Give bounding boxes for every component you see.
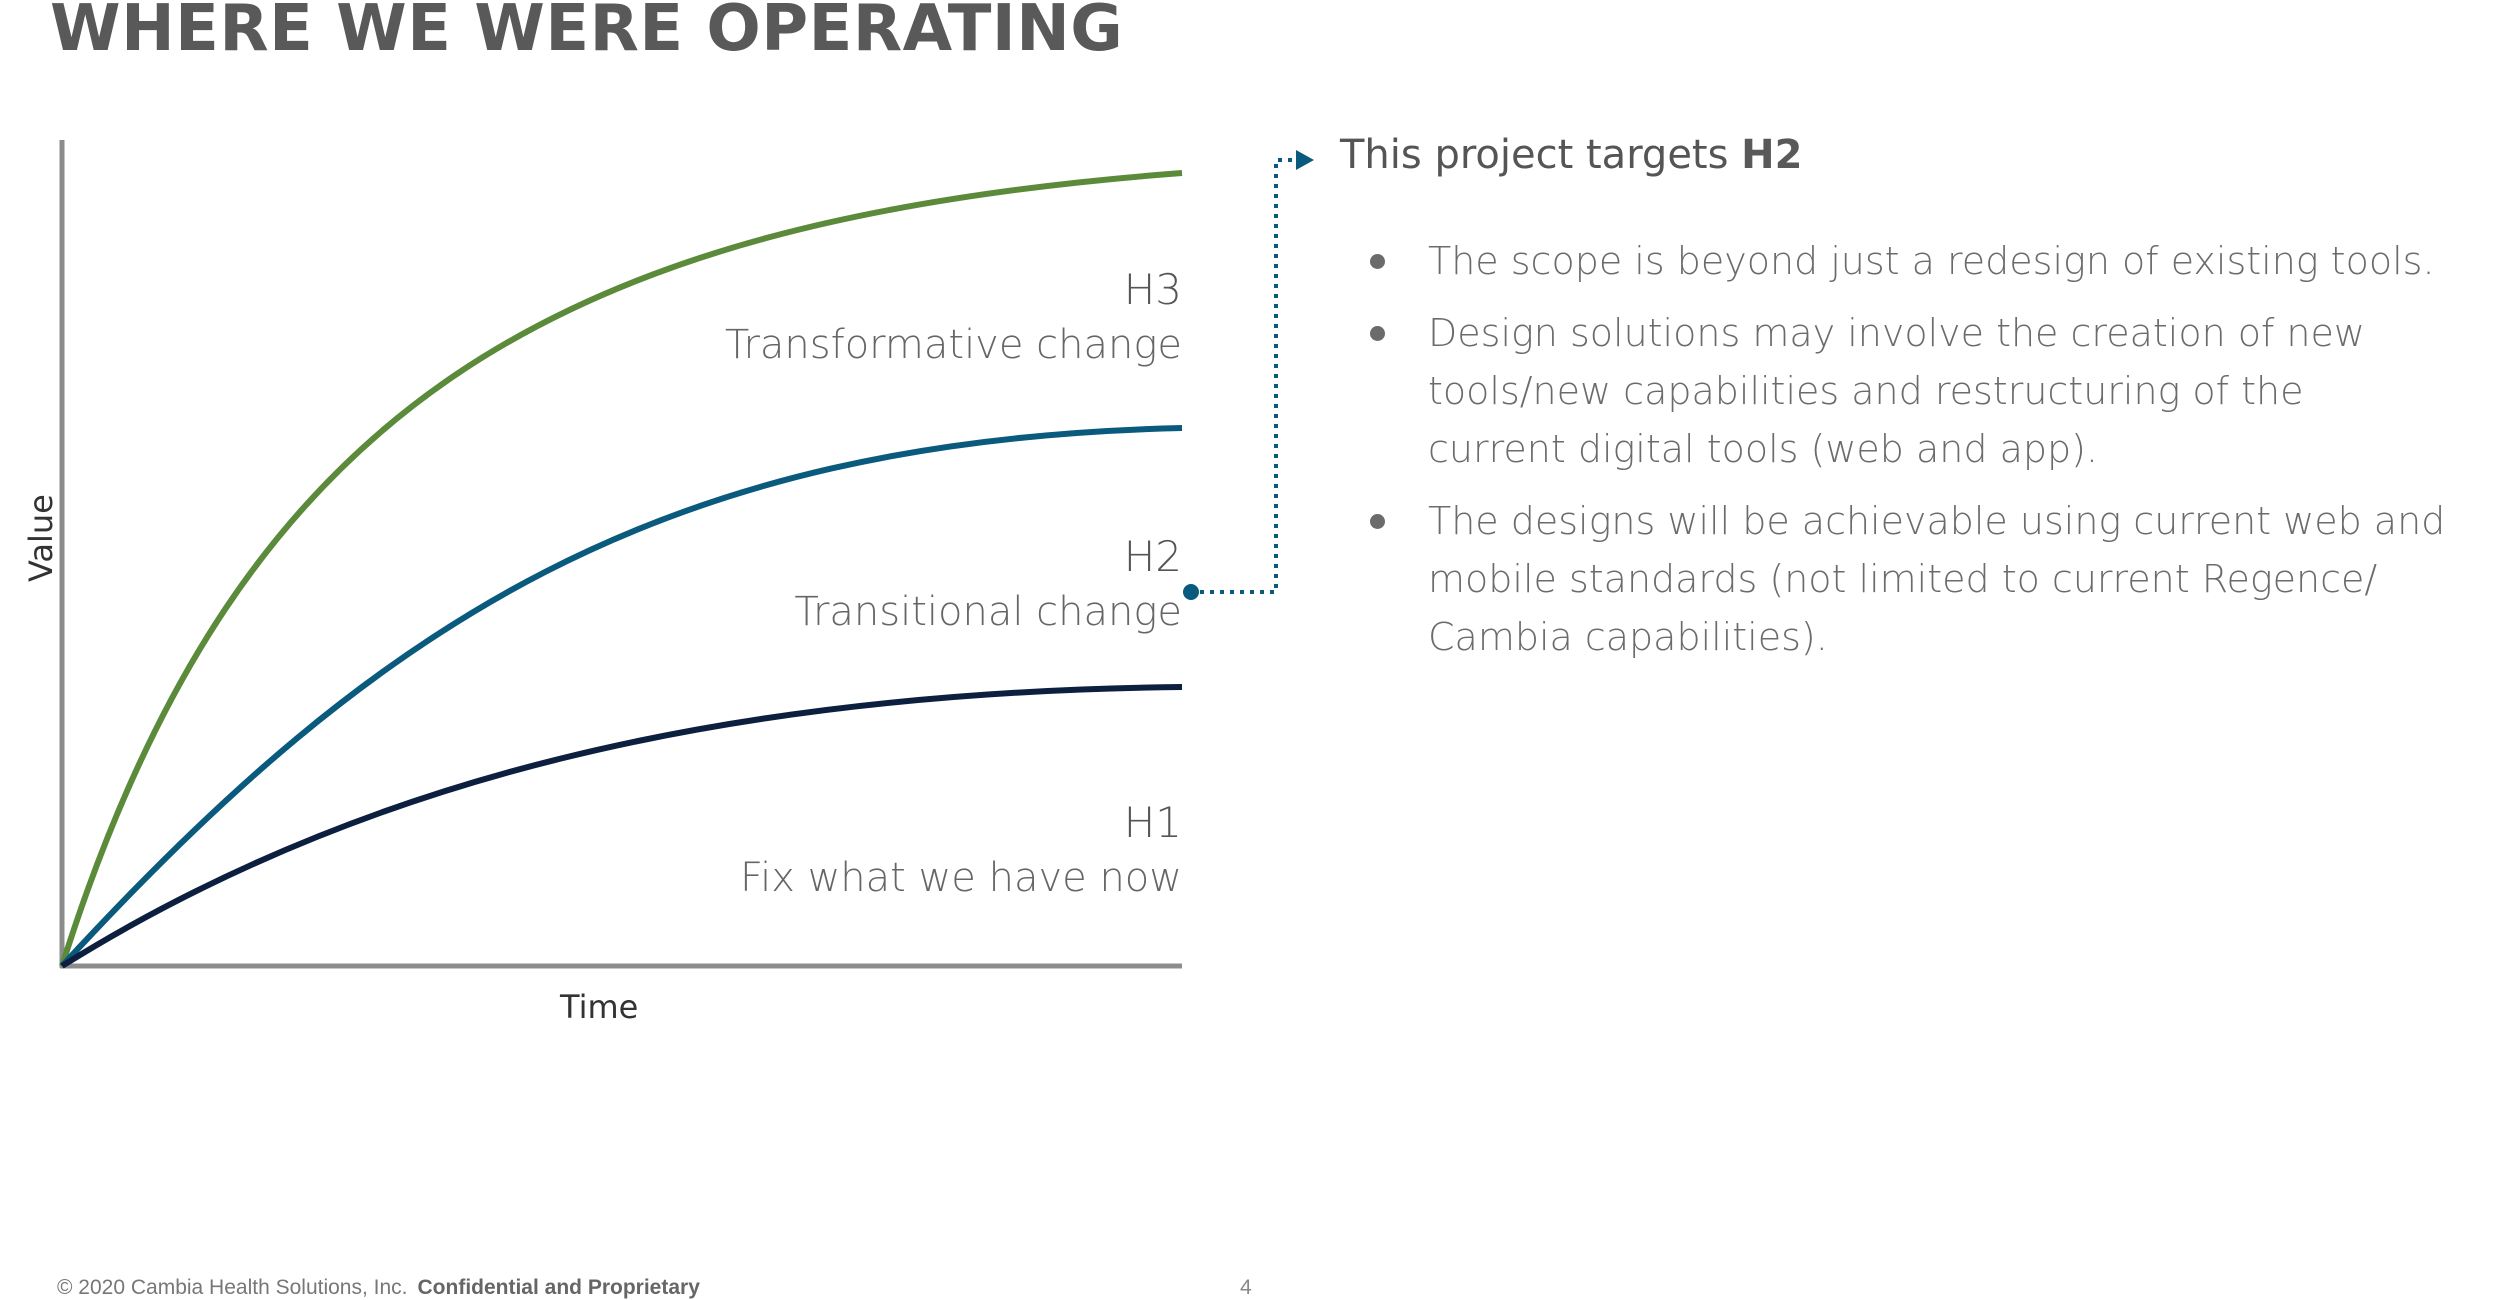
- page-title: WHERE WE WERE OPERATING: [50, 0, 1124, 66]
- bullet-text: The scope is beyond just a redesign of e…: [1428, 239, 2435, 283]
- h2-curve: [59, 425, 1183, 969]
- connector-arrow-icon: [1296, 150, 1314, 170]
- h3-description: Transformative change: [724, 322, 1182, 368]
- footer-copyright: © 2020 Cambia Health Solutions, Inc.: [57, 1276, 408, 1299]
- bullet-icon: [1370, 254, 1385, 269]
- h2-description: Transitional change: [794, 589, 1182, 635]
- h3-curve: [59, 170, 1183, 967]
- h1-name: H1: [1123, 798, 1182, 847]
- target-prefix: This project targets: [1340, 132, 1742, 178]
- target-heading: This project targets H2: [1340, 132, 1802, 178]
- bullet-icon: [1370, 514, 1385, 529]
- bullet-text: Design solutions may involve the creatio…: [1428, 311, 2365, 471]
- connector-dot: [1183, 584, 1199, 600]
- y-axis-label: Value: [22, 494, 60, 582]
- x-axis-label: Time: [560, 988, 639, 1026]
- page-number: 4: [1240, 1276, 1252, 1299]
- list-item: The designs will be achievable using cur…: [1370, 492, 2450, 666]
- bullet-icon: [1370, 326, 1385, 341]
- h2-name: H2: [1123, 532, 1182, 581]
- footer-confidential: Confidential and Proprietary: [417, 1276, 700, 1299]
- h3-name: H3: [1123, 265, 1182, 314]
- target-horizon: H2: [1741, 132, 1803, 178]
- h1-curve: [60, 684, 1183, 969]
- scope-bullet-list: The scope is beyond just a redesign of e…: [1370, 232, 2450, 680]
- footer: © 2020 Cambia Health Solutions, Inc. Conf…: [57, 1276, 700, 1300]
- list-item: The scope is beyond just a redesign of e…: [1370, 232, 2450, 290]
- list-item: Design solutions may involve the creatio…: [1370, 304, 2450, 478]
- connector-line: [1200, 158, 1296, 594]
- h1-description: Fix what we have now: [739, 855, 1182, 901]
- bullet-text: The designs will be achievable using cur…: [1428, 499, 2446, 659]
